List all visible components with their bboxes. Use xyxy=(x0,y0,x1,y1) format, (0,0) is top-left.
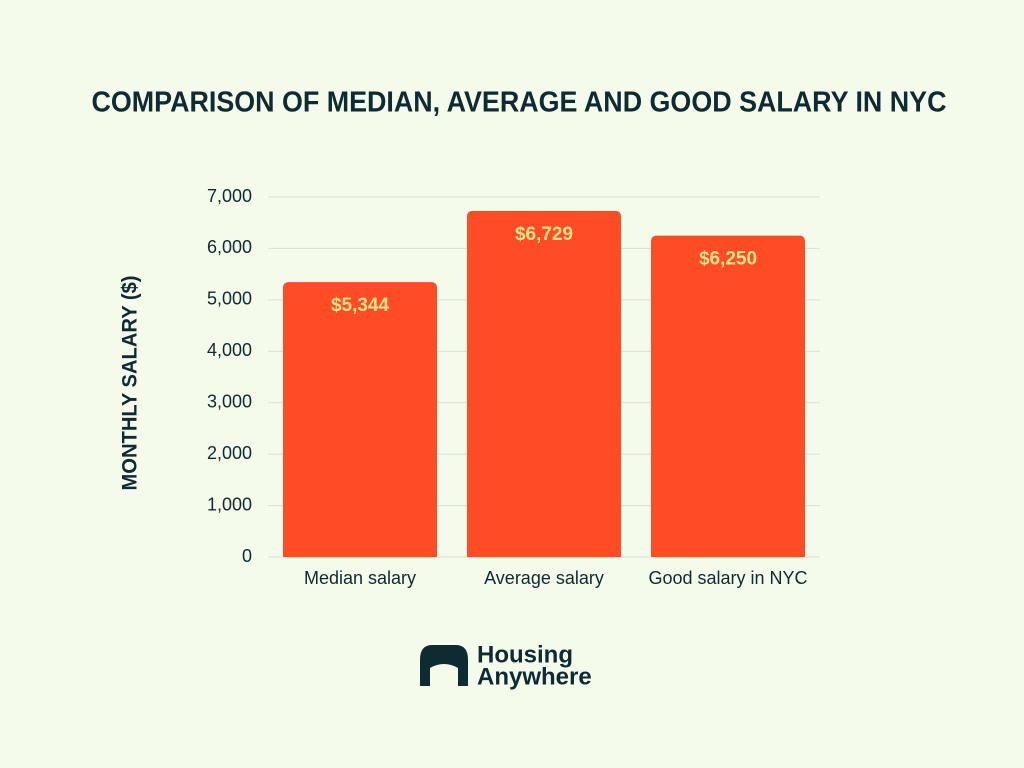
y-tick-label: 6,000 xyxy=(207,237,252,257)
logo-text: Anywhere xyxy=(477,663,592,690)
y-tick-label: 3,000 xyxy=(207,391,252,411)
logo-text: Housing xyxy=(477,641,573,668)
x-tick-label: Average salary xyxy=(484,568,604,588)
bar xyxy=(651,235,805,558)
logo: Housing Anywhere xyxy=(420,641,592,690)
y-axis-label: MONTHLY SALARY ($) xyxy=(119,276,142,491)
bar xyxy=(467,210,621,558)
value-label: $6,729 xyxy=(515,224,573,245)
y-tick-label: 2,000 xyxy=(207,443,252,463)
y-tick-label: 0 xyxy=(242,546,252,566)
y-tick-label: 1,000 xyxy=(207,494,252,514)
logo-icon xyxy=(420,645,468,686)
y-tick-label: 4,000 xyxy=(207,340,252,360)
y-tick-label: 5,000 xyxy=(207,289,252,309)
value-label: $6,250 xyxy=(699,249,757,270)
bar xyxy=(283,282,437,557)
value-label: $5,344 xyxy=(331,295,390,316)
x-tick-label: Good salary in NYC xyxy=(648,568,807,588)
x-tick-label: Median salary xyxy=(304,568,416,588)
y-tick-label: 7,000 xyxy=(207,186,252,206)
chart-title: COMPARISON OF MEDIAN, AVERAGE AND GOOD S… xyxy=(92,87,947,119)
